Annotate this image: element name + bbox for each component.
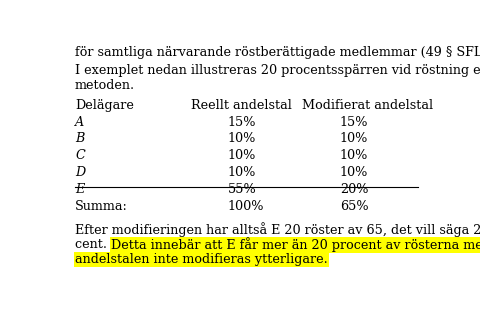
Text: Reellt andelstal: Reellt andelstal	[190, 99, 291, 112]
Text: cent.: cent.	[75, 237, 111, 251]
Text: Summa:: Summa:	[75, 200, 128, 212]
Text: A: A	[75, 115, 84, 129]
Text: 10%: 10%	[228, 149, 256, 162]
Text: E: E	[75, 183, 84, 196]
Text: 10%: 10%	[228, 132, 256, 145]
Text: C: C	[75, 149, 84, 162]
Text: I exemplet nedan illustreras 20 procentsspärren vid röstning enligt andelstal-: I exemplet nedan illustreras 20 procents…	[75, 64, 480, 77]
Text: 55%: 55%	[228, 183, 256, 196]
Text: 15%: 15%	[228, 115, 256, 129]
Text: Delägare: Delägare	[75, 99, 133, 112]
Text: 65%: 65%	[339, 200, 368, 212]
Text: 100%: 100%	[228, 200, 264, 212]
Text: 10%: 10%	[228, 166, 256, 179]
Text: D: D	[75, 166, 85, 179]
Text: 20%: 20%	[339, 183, 368, 196]
Text: 15%: 15%	[339, 115, 368, 129]
Text: Modifierat andelstal: Modifierat andelstal	[302, 99, 432, 112]
Text: andelstalen inte modifieras ytterligare.: andelstalen inte modifieras ytterligare.	[75, 253, 327, 266]
Text: för samtliga närvarande röstberättigade medlemmar (49 § SFL).: för samtliga närvarande röstberättigade …	[75, 46, 480, 59]
Text: 10%: 10%	[339, 166, 367, 179]
Text: Detta innebär att E får mer än 20 procent av rösterna men trots detta ska: Detta innebär att E får mer än 20 procen…	[111, 237, 480, 252]
Text: B: B	[75, 132, 84, 145]
Text: 10%: 10%	[339, 149, 367, 162]
Text: Efter modifieringen har alltså E 20 röster av 65, det vill säga 20/65 ≈ 31 pro-: Efter modifieringen har alltså E 20 röst…	[75, 222, 480, 237]
Text: 10%: 10%	[339, 132, 367, 145]
Text: metoden.: metoden.	[75, 79, 135, 92]
